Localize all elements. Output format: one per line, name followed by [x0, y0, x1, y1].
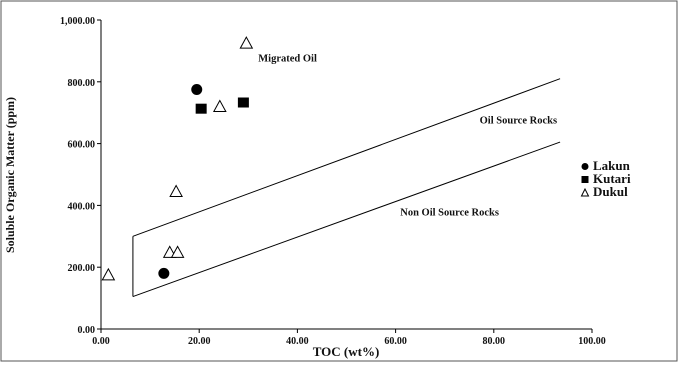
y-tick-label: 200.00	[68, 263, 96, 274]
data-point-lakun	[158, 267, 170, 279]
y-axis-title: Soluble Organic Matter (ppm)	[3, 97, 17, 253]
y-tick-label: 600.00	[68, 140, 96, 151]
legend-marker-dukul	[580, 187, 590, 197]
data-points	[101, 36, 254, 281]
data-point-dukul	[170, 245, 185, 258]
legend-label: Dukul	[593, 184, 628, 199]
data-point-dukul	[101, 267, 116, 281]
data-point-lakun	[191, 84, 203, 96]
y-tick-label: 800.00	[68, 78, 96, 89]
x-axis-title: TOC (wt%)	[313, 344, 380, 359]
data-point-dukul	[169, 184, 183, 197]
data-point-dukul	[239, 36, 254, 49]
y-tick-label: 0.00	[78, 325, 96, 336]
x-tick-label: 100.00	[578, 336, 606, 347]
boundary-line-lower	[132, 141, 561, 298]
region-label: Migrated Oil	[258, 54, 317, 65]
boundary-line-upper	[132, 78, 561, 237]
x-tick-label: 40.00	[286, 336, 309, 347]
legend-marker-lakun	[581, 163, 589, 170]
region-label: Oil Source Rocks	[480, 116, 557, 127]
y-tick-label: 1,000.00	[60, 16, 95, 27]
x-tick-label: 80.00	[483, 336, 506, 347]
x-tick-label: 20.00	[188, 336, 211, 347]
legend-label: Lakun	[593, 158, 631, 173]
region-labels: Migrated Oil Oil Source Rocks Non Oil Sour…	[258, 54, 557, 219]
y-tick-label: 400.00	[68, 201, 96, 212]
boundary-lines	[132, 78, 561, 298]
legend-label: Kutari	[593, 171, 631, 186]
legend-marker-kutari	[581, 176, 589, 183]
x-tick-label: 0.00	[92, 336, 110, 347]
region-label: Non Oil Source Rocks	[400, 207, 499, 218]
axis-ticks: 0.00 200.00 400.00 600.00 800.00 1,000.00 0.00…	[60, 16, 606, 347]
x-tick-label: 60.00	[384, 336, 407, 347]
data-point-dukul	[212, 99, 227, 113]
data-point-kutari	[195, 103, 207, 114]
data-point-kutari	[237, 97, 249, 108]
